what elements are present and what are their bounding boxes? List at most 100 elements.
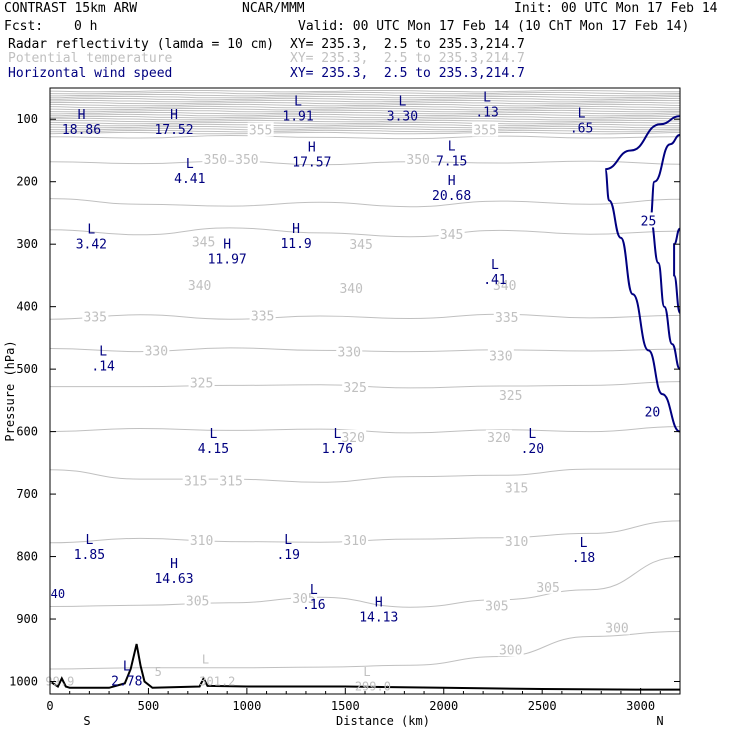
- extremum-letter: L: [398, 94, 406, 109]
- theta-band-line: [50, 107, 680, 111]
- theta-band-line: [50, 125, 680, 129]
- y-tick-label: 100: [16, 112, 38, 126]
- model-title: CONTRAST 15km ARW: [4, 1, 138, 16]
- theta-contour-350: [50, 160, 680, 166]
- x-tick-label: 1500: [331, 699, 360, 713]
- upper-theta-contour-band: [50, 89, 680, 135]
- theta-label-bg: [143, 343, 170, 358]
- field-theta-name: Potential temperature: [8, 51, 173, 66]
- extremum-value: 3.30: [387, 109, 418, 124]
- y-tick-label: 900: [16, 612, 38, 626]
- theta-band-line: [50, 121, 680, 125]
- extremum-letter: H: [78, 108, 86, 123]
- theta-label: 345: [440, 228, 463, 243]
- theta-band-line: [50, 93, 680, 97]
- init-time: Init: 00 UTC Mon 17 Feb 14: [514, 1, 718, 16]
- y-tick-label: 700: [16, 487, 38, 501]
- theta-label: 320: [341, 431, 364, 446]
- forecast-label: Fcst:: [4, 19, 44, 34]
- theta-contour-355: [50, 134, 680, 140]
- theta-label-bg: [182, 473, 209, 488]
- theta-band-line: [50, 95, 680, 99]
- theta-label-bg: [535, 579, 562, 594]
- theta-label-bg: [249, 308, 276, 323]
- y-axis-title: Pressure (hPa): [3, 340, 17, 441]
- theta-band-line: [50, 127, 680, 131]
- x-tick-label: 1000: [232, 699, 261, 713]
- theta-label-bg: [348, 236, 375, 251]
- extremum-letter: H: [170, 108, 178, 123]
- theta-label: 305: [536, 581, 559, 596]
- extremum-value: 11.9: [280, 237, 311, 252]
- theta-label: 305: [485, 600, 508, 615]
- wind-contour-20: [649, 133, 680, 371]
- theta-label: 325: [190, 377, 213, 392]
- theta-contours: [50, 134, 680, 670]
- extremum-letter: L: [209, 427, 217, 442]
- extremum-value: .18: [572, 551, 595, 566]
- theta-label-bg: [336, 344, 363, 359]
- theta-label: 345: [349, 238, 372, 253]
- theta-label: 340: [493, 279, 516, 294]
- wind-contour-20: [673, 227, 680, 314]
- theta-label-bg: [342, 379, 369, 394]
- theta-label: 305: [186, 595, 209, 610]
- field-wind-xy: XY= 235.3, 2.5 to 235.3,214.7: [290, 66, 525, 81]
- theta-label-bg: [497, 642, 524, 657]
- theta-label: 335: [495, 311, 518, 326]
- theta-label: 315: [505, 481, 528, 496]
- extremum-letter: H: [375, 596, 383, 611]
- theta-label: 340: [188, 279, 211, 294]
- theta-label: 310: [505, 535, 528, 550]
- extremum-value: 17.57: [292, 156, 331, 171]
- surface-label: L: [363, 665, 370, 679]
- theta-label: 350: [204, 153, 227, 168]
- extremum-value: 4.41: [174, 172, 205, 187]
- theta-label-bg: [497, 387, 524, 402]
- extremum-value: .19: [276, 548, 299, 563]
- wind-label-bg: [638, 212, 659, 228]
- y-tick-label: 300: [16, 237, 38, 251]
- theta-label-bg: [188, 375, 215, 390]
- extremum-value: 17.52: [154, 123, 193, 138]
- extremum-letter: H: [170, 557, 178, 572]
- theta-label: 335: [251, 310, 274, 325]
- theta-label-bg: [82, 309, 109, 324]
- theta-band-line: [50, 115, 680, 119]
- extremum-letter: L: [85, 533, 93, 548]
- theta-contour-305: [50, 556, 680, 608]
- extremum-letter: L: [334, 427, 342, 442]
- surface-label: 40: [51, 587, 65, 601]
- terrain-line: [50, 643, 680, 691]
- organization: NCAR/MMM: [242, 1, 305, 16]
- theta-band-line: [50, 91, 680, 95]
- extremum-value: 1.76: [322, 442, 353, 457]
- extremum-value: 1.91: [282, 109, 313, 124]
- wind-contour-25: [604, 115, 680, 433]
- wind-speed-contours: 25 20: [604, 115, 680, 433]
- theta-label: 345: [192, 235, 215, 250]
- extremum-letter: L: [123, 659, 131, 674]
- extremum-value: 1.85: [74, 548, 105, 563]
- extremum-letter: L: [294, 94, 302, 109]
- extremum-letter: L: [284, 533, 292, 548]
- theta-band-line: [50, 101, 680, 105]
- valid-time: Valid: 00 UTC Mon 17 Feb 14 (10 ChT Mon …: [298, 19, 690, 34]
- theta-contour-340: [50, 227, 680, 238]
- theta-label-bg: [491, 278, 518, 293]
- theta-band-line: [50, 123, 680, 127]
- extremum-value: 7.15: [436, 154, 467, 169]
- theta-band-line: [50, 117, 680, 121]
- surface-label: 99.9: [45, 675, 74, 689]
- x-tick-label: 2500: [528, 699, 557, 713]
- theta-label-bg: [340, 429, 367, 444]
- theta-label-bg: [472, 122, 499, 137]
- field-wind-name: Horizontal wind speed: [8, 66, 173, 81]
- x-tick-label: 0: [46, 699, 53, 713]
- extremum-value: .20: [521, 442, 544, 457]
- theta-contour-labels: 355 355 350 350 350 345 345 345 340 340 340 335 335 3…: [82, 122, 630, 658]
- theta-label-bg: [483, 598, 510, 613]
- theta-label: 320: [487, 431, 510, 446]
- theta-label-bg: [405, 151, 432, 166]
